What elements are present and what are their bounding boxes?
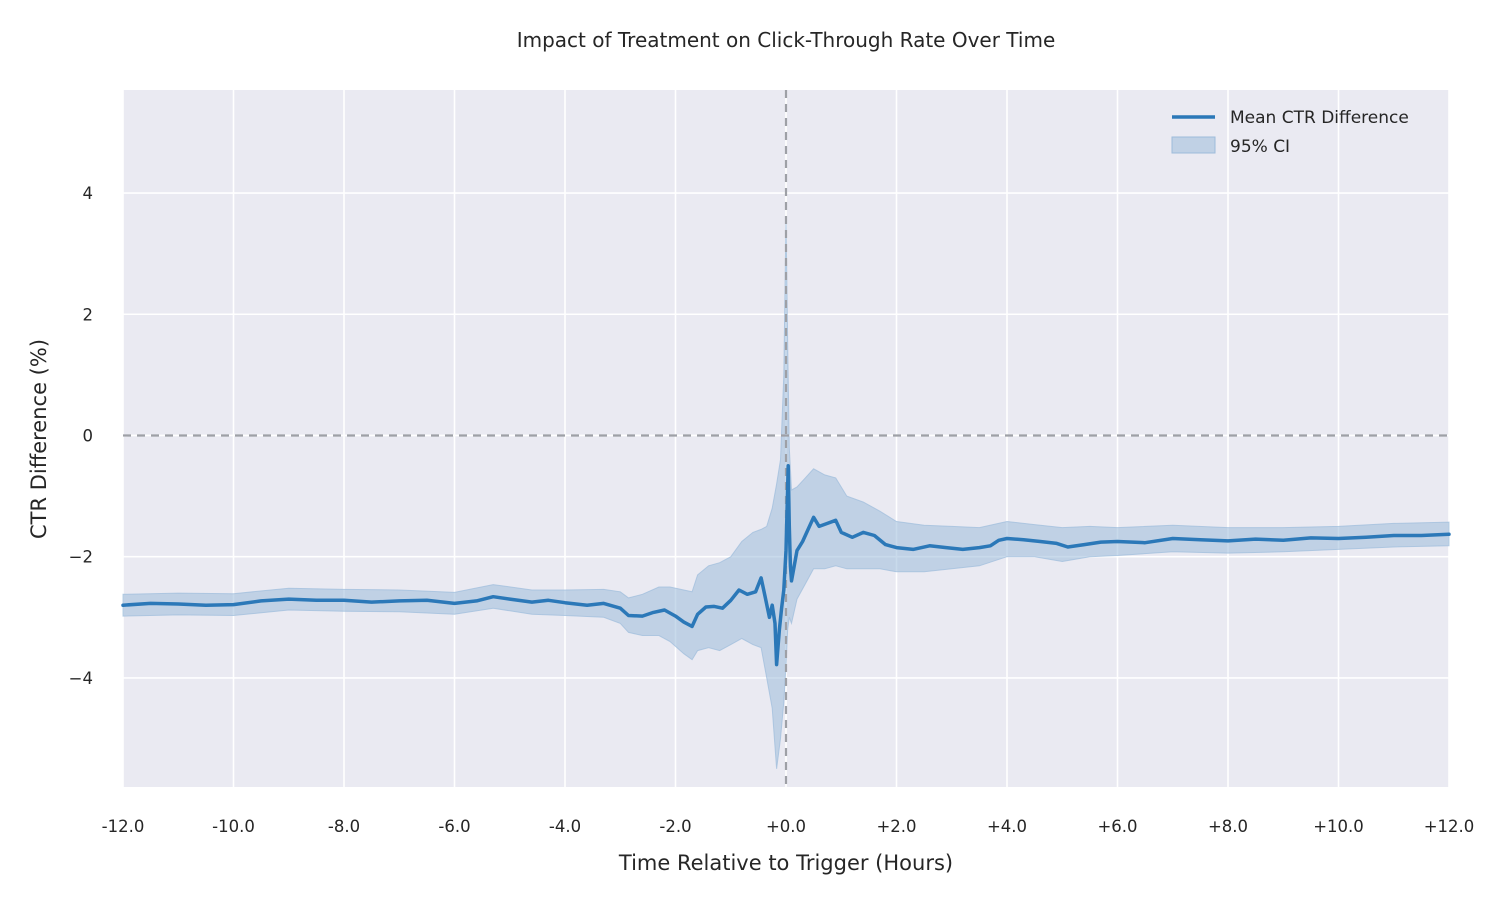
y-tick-label: −4 (69, 669, 93, 688)
x-tick-label: -4.0 (549, 817, 581, 836)
x-axis-title: Time Relative to Trigger (Hours) (618, 851, 953, 875)
y-tick-label: 2 (83, 305, 94, 324)
mean-line-layer (121, 464, 1451, 667)
reference-lines (123, 90, 1449, 787)
chart-title: Impact of Treatment on Click-Through Rat… (517, 28, 1056, 52)
x-tick-label: +12.0 (1424, 817, 1475, 836)
x-tick-label: +8.0 (1208, 817, 1248, 836)
y-tick-label: 4 (83, 184, 94, 203)
legend: Mean CTR Difference 95% CI (1171, 108, 1409, 157)
x-tick-label: -12.0 (102, 817, 145, 836)
y-axis-title: CTR Difference (%) (27, 339, 51, 539)
x-axis-ticks: -12.0 -10.0 -8.0 -6.0 -4.0 -2.0 +0.0 +2.0 +4.0 +6… (102, 817, 1475, 836)
y-tick-label: −2 (69, 548, 93, 567)
x-tick-label: +0.0 (766, 817, 806, 836)
legend-item-95-ci: 95% CI (1230, 137, 1290, 157)
legend-band-swatch (1171, 136, 1216, 154)
y-axis-ticks: −4 −2 0 2 4 (69, 184, 93, 688)
x-tick-label: -2.0 (659, 817, 691, 836)
mean-ctr-line (121, 464, 1451, 667)
legend-item-mean-ctr-difference: Mean CTR Difference (1230, 108, 1409, 128)
x-tick-label: -8.0 (328, 817, 360, 836)
x-tick-label: -6.0 (438, 817, 470, 836)
x-tick-label: +10.0 (1313, 817, 1364, 836)
x-tick-label: +6.0 (1097, 817, 1137, 836)
x-tick-label: -10.0 (212, 817, 255, 836)
x-tick-label: +2.0 (876, 817, 916, 836)
x-tick-label: +4.0 (987, 817, 1027, 836)
y-tick-label: 0 (83, 426, 94, 445)
